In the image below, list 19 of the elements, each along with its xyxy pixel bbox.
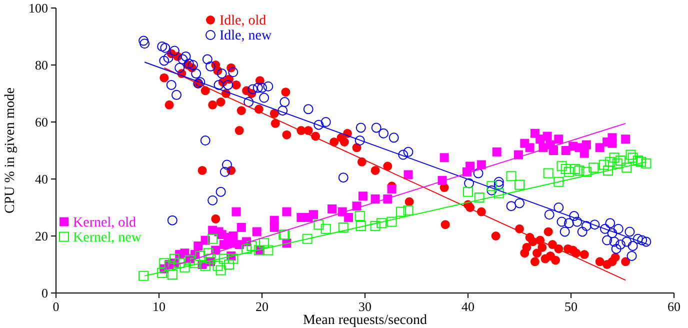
y-tick-label: 60 [35,114,48,130]
x-tick-label: 30 [358,299,372,314]
legend-label: Kernel, new [73,230,142,246]
y-tick-label: 100 [28,0,48,16]
y-tick-label: 20 [35,228,48,244]
y-tick-label: 80 [35,58,48,72]
x-tick-label: 50 [564,299,578,314]
x-tick-label: 0 [52,299,60,314]
y-tick-label: 40 [35,172,48,186]
y-tick-label: 0 [42,286,48,300]
x-axis-title: Mean requests/second [302,313,428,328]
y-axis-title: CPU % in given mode [3,88,18,214]
x-tick-label: 40 [462,299,474,314]
legend-label: Idle, old [220,14,266,28]
legend-label: Idle, new [220,28,272,44]
x-tick-label: 60 [668,299,680,314]
x-tick-label: 20 [256,299,268,314]
legend-label: Kernel, old [73,215,136,230]
x-tick-label: 10 [152,299,166,314]
